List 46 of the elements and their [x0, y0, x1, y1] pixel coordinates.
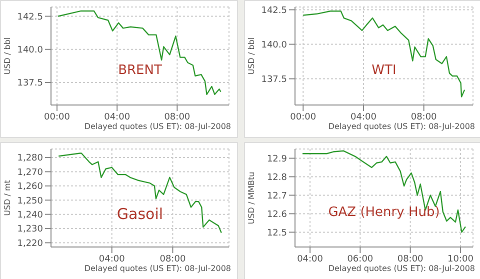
x-axis-title: Delayed quotes (US ET): 08-Jul-2008	[328, 264, 475, 273]
x-tick-label: 06:00	[347, 254, 374, 264]
x-tick-label: 00:00	[290, 112, 316, 122]
x-tick-label: 10:00	[447, 254, 474, 264]
y-tick-label: 137.5	[17, 78, 43, 89]
x-axis-title: Delayed quotes (US ET): 08-Jul-2008	[328, 122, 475, 131]
x-tick-label: 04:00	[98, 254, 126, 264]
x-axis-title: Delayed quotes (US ET): 08-Jul-2008	[84, 264, 231, 273]
x-tick-label: 08:00	[160, 254, 186, 264]
x-tick-label: 08:00	[164, 112, 190, 122]
x-tick-label: 04:00	[104, 112, 130, 122]
x-tick-label: 08:00	[410, 112, 438, 122]
y-axis-title: USD / bbl	[2, 37, 12, 75]
y-tick-label: 142.5	[261, 6, 287, 16]
x-tick-label: 00:00	[44, 112, 70, 122]
x-axis-title: Delayed quotes (US ET): 08-Jul-2008	[84, 122, 231, 131]
y-tick-label: 140.0	[17, 46, 44, 56]
y-axis-title: USD / mt	[2, 180, 12, 216]
line-series	[57, 10, 222, 96]
annotation: BRENT	[117, 63, 163, 78]
y-tick-label: 140.0	[261, 40, 288, 50]
y-tick-label: 12.7	[266, 191, 287, 202]
y-tick-label: 1,220	[17, 238, 44, 249]
y-tick-label: 12.6	[266, 210, 288, 220]
y-tick-label: 12.9	[266, 154, 288, 164]
x-tick-label: 04:00	[297, 254, 324, 264]
y-tick-label: 12.8	[266, 172, 288, 183]
y-tick-label: 1,270	[17, 168, 44, 178]
x-tick-label: 04:00	[350, 112, 377, 122]
y-tick-label: 1,250	[17, 196, 44, 206]
annotation: GAZ (Henry Hub)	[327, 205, 441, 220]
y-tick-label: 1,230	[17, 224, 44, 235]
y-tick-label: 1,240	[17, 210, 44, 221]
line-series	[302, 150, 466, 233]
annotation: Gasoil	[116, 205, 164, 223]
y-axis-title: USD / bbl	[246, 37, 256, 75]
annotation: WTI	[370, 63, 398, 78]
y-tick-label: 1,260	[17, 182, 44, 192]
line-series	[58, 152, 222, 234]
y-tick-label: 1,280	[17, 154, 44, 164]
y-tick-label: 142.5	[17, 12, 43, 22]
x-tick-label: 08:00	[397, 254, 424, 264]
line-series	[302, 10, 466, 98]
y-tick-label: 137.5	[261, 74, 287, 85]
y-tick-label: 12.5	[266, 228, 287, 238]
y-axis-title: USD / MMBtu	[246, 172, 256, 224]
